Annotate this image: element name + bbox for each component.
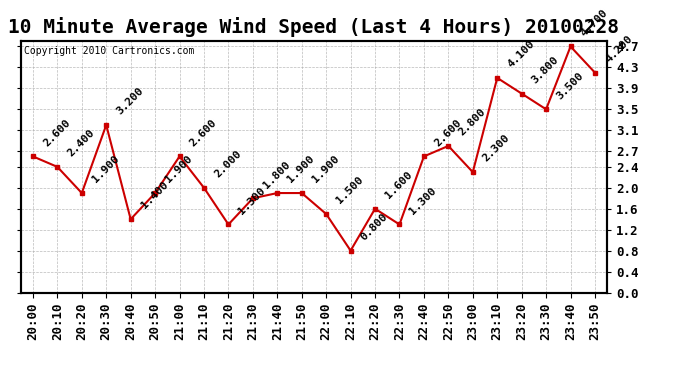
Text: 1.300: 1.300 [408,185,439,216]
Text: 1.600: 1.600 [384,170,414,200]
Text: 2.600: 2.600 [41,117,72,148]
Text: 1.800: 1.800 [262,159,292,190]
Text: 3.200: 3.200 [115,86,146,117]
Text: 0.800: 0.800 [359,211,390,242]
Text: 1.300: 1.300 [237,185,268,216]
Text: 2.600: 2.600 [432,117,463,148]
Text: 1.900: 1.900 [310,154,341,185]
Text: 1.900: 1.900 [90,154,121,185]
Text: 4.200: 4.200 [603,33,634,64]
Text: 2.400: 2.400 [66,128,97,159]
Text: 3.800: 3.800 [530,54,561,85]
Text: 1.500: 1.500 [335,175,366,206]
Text: 2.600: 2.600 [188,117,219,148]
Text: Copyright 2010 Cartronics.com: Copyright 2010 Cartronics.com [23,46,194,56]
Text: 1.400: 1.400 [139,180,170,211]
Text: 4.100: 4.100 [506,39,537,69]
Text: 2.300: 2.300 [481,133,512,164]
Text: 1.900: 1.900 [286,154,317,185]
Text: 2.800: 2.800 [457,106,488,138]
Text: 2.000: 2.000 [213,148,244,180]
Text: 1.900: 1.900 [164,154,195,185]
Text: 4.700: 4.700 [579,7,610,38]
Title: 10 Minute Average Wind Speed (Last 4 Hours) 20100228: 10 Minute Average Wind Speed (Last 4 Hou… [8,17,620,37]
Text: 3.500: 3.500 [555,70,585,101]
